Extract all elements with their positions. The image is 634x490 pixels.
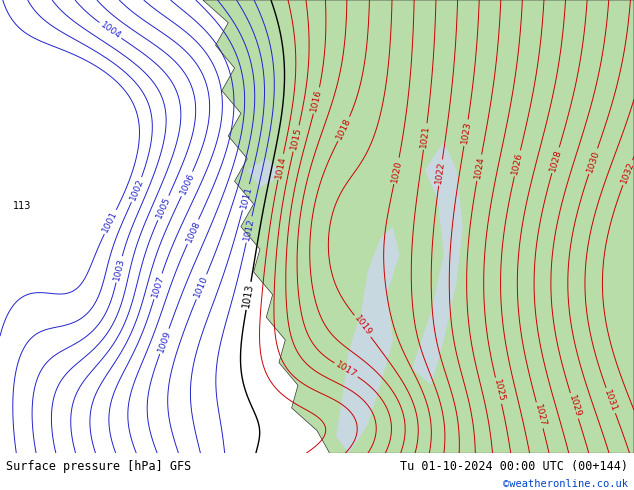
Text: 1019: 1019 [352,314,373,338]
Text: 1005: 1005 [155,196,172,220]
Text: 1015: 1015 [289,126,303,150]
Text: 1017: 1017 [334,360,358,380]
Text: 1007: 1007 [150,274,165,299]
Text: 1003: 1003 [112,257,126,282]
Text: Tu 01-10-2024 00:00 UTC (00+144): Tu 01-10-2024 00:00 UTC (00+144) [399,460,628,473]
Text: ©weatheronline.co.uk: ©weatheronline.co.uk [503,480,628,490]
Text: 1021: 1021 [419,124,431,148]
Text: 1012: 1012 [242,218,256,242]
Text: 1009: 1009 [156,329,172,354]
Text: 1031: 1031 [602,388,619,413]
Text: 1029: 1029 [567,393,582,418]
Text: 1022: 1022 [434,161,446,184]
Text: 1004: 1004 [98,20,122,41]
Text: 1018: 1018 [335,117,353,141]
Text: 1001: 1001 [101,210,119,234]
Text: 1027: 1027 [533,403,547,427]
Text: 1032: 1032 [619,160,634,185]
Text: Surface pressure [hPa] GFS: Surface pressure [hPa] GFS [6,460,191,473]
Text: 1011: 1011 [238,185,253,210]
Text: 1014: 1014 [274,155,287,179]
Text: 113: 113 [13,201,31,211]
Text: 1006: 1006 [178,172,196,196]
Text: 1025: 1025 [491,378,505,403]
Text: 1026: 1026 [510,151,524,175]
Text: 1028: 1028 [548,148,563,172]
Text: 1002: 1002 [128,177,145,202]
Text: 1030: 1030 [585,149,601,173]
Text: 1016: 1016 [309,88,323,113]
Text: 1023: 1023 [460,121,472,145]
Text: 1020: 1020 [390,159,403,183]
Text: 1008: 1008 [184,220,202,244]
Text: 1013: 1013 [242,283,256,309]
Text: 1024: 1024 [473,156,486,180]
Text: 1010: 1010 [193,274,210,299]
